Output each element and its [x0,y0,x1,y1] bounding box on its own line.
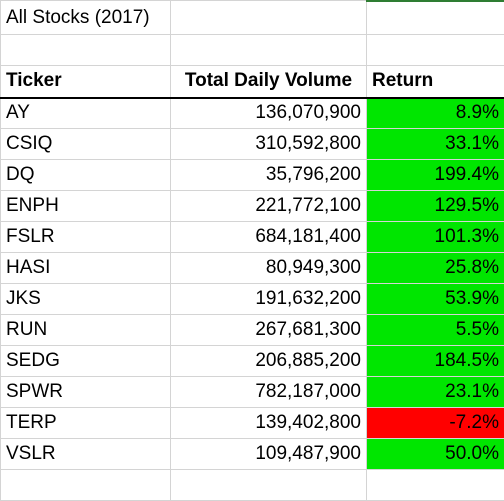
selection-edge [366,0,504,2]
table-row: SPWR 782,187,000 23.1% [1,377,504,408]
table-row: AY 136,070,900 8.9% [1,98,504,129]
volume-cell[interactable]: 221,772,100 [171,191,367,222]
volume-cell[interactable]: 310,592,800 [171,129,367,160]
ticker-cell[interactable]: TERP [1,408,171,439]
return-cell[interactable]: 184.5% [367,346,504,377]
ticker-cell[interactable]: VSLR [1,439,171,470]
title-row: All Stocks (2017) [1,1,504,35]
ticker-cell[interactable]: HASI [1,253,171,284]
title-cell[interactable]: All Stocks (2017) [1,1,171,35]
return-cell[interactable]: 25.8% [367,253,504,284]
volume-cell[interactable]: 136,070,900 [171,98,367,129]
empty-cell[interactable] [1,35,171,66]
table-row: DQ 35,796,200 199.4% [1,160,504,191]
table-row: CSIQ 310,592,800 33.1% [1,129,504,160]
volume-cell[interactable]: 80,949,300 [171,253,367,284]
table-row: SEDG 206,885,200 184.5% [1,346,504,377]
ticker-cell[interactable]: CSIQ [1,129,171,160]
header-ticker[interactable]: Ticker [1,66,171,98]
header-row: Ticker Total Daily Volume Return [1,66,504,98]
return-cell[interactable]: 199.4% [367,160,504,191]
return-cell[interactable]: 23.1% [367,377,504,408]
return-cell[interactable]: 33.1% [367,129,504,160]
table-row: TERP 139,402,800 -7.2% [1,408,504,439]
volume-cell[interactable]: 35,796,200 [171,160,367,191]
table-row: FSLR 684,181,400 101.3% [1,222,504,253]
return-cell[interactable]: 5.5% [367,315,504,346]
return-cell[interactable]: 53.9% [367,284,504,315]
return-cell[interactable]: -7.2% [367,408,504,439]
ticker-cell[interactable]: SEDG [1,346,171,377]
empty-cell[interactable] [367,470,504,501]
blank-row [1,470,504,501]
table-row: JKS 191,632,200 53.9% [1,284,504,315]
table-row: HASI 80,949,300 25.8% [1,253,504,284]
ticker-cell[interactable]: ENPH [1,191,171,222]
ticker-cell[interactable]: DQ [1,160,171,191]
ticker-cell[interactable]: JKS [1,284,171,315]
volume-cell[interactable]: 191,632,200 [171,284,367,315]
return-cell[interactable]: 129.5% [367,191,504,222]
blank-row [1,35,504,66]
header-volume[interactable]: Total Daily Volume [171,66,367,98]
ticker-cell[interactable]: SPWR [1,377,171,408]
volume-cell[interactable]: 267,681,300 [171,315,367,346]
empty-cell[interactable] [1,470,171,501]
ticker-cell[interactable]: AY [1,98,171,129]
volume-cell[interactable]: 139,402,800 [171,408,367,439]
empty-cell[interactable] [367,1,504,35]
volume-cell[interactable]: 206,885,200 [171,346,367,377]
volume-cell[interactable]: 109,487,900 [171,439,367,470]
volume-cell[interactable]: 684,181,400 [171,222,367,253]
table-row: RUN 267,681,300 5.5% [1,315,504,346]
ticker-cell[interactable]: FSLR [1,222,171,253]
return-cell[interactable]: 50.0% [367,439,504,470]
table-row: VSLR 109,487,900 50.0% [1,439,504,470]
empty-cell[interactable] [367,35,504,66]
return-cell[interactable]: 101.3% [367,222,504,253]
empty-cell[interactable] [171,470,367,501]
empty-cell[interactable] [171,35,367,66]
ticker-cell[interactable]: RUN [1,315,171,346]
empty-cell[interactable] [171,1,367,35]
return-cell[interactable]: 8.9% [367,98,504,129]
header-return[interactable]: Return [367,66,504,98]
table-row: ENPH 221,772,100 129.5% [1,191,504,222]
volume-cell[interactable]: 782,187,000 [171,377,367,408]
